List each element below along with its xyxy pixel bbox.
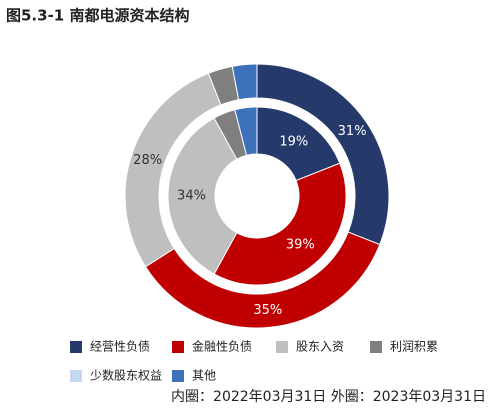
legend-label: 经营性负债 xyxy=(90,340,150,354)
slice xyxy=(234,106,258,156)
data-label: 34% xyxy=(177,189,206,204)
legend-swatch xyxy=(370,341,382,353)
slice xyxy=(167,117,238,275)
chart-title: 图5.3-1 南都电源资本结构 xyxy=(6,7,189,25)
data-label: 31% xyxy=(338,124,367,139)
legend-swatch xyxy=(70,370,82,382)
legend-swatch xyxy=(70,341,82,353)
legend-swatch xyxy=(172,370,184,382)
data-label: 19% xyxy=(279,134,308,149)
data-label: 28% xyxy=(133,153,162,168)
legend-label: 少数股东权益 xyxy=(90,368,162,383)
slice xyxy=(213,162,347,286)
slice xyxy=(231,63,258,101)
data-label: 35% xyxy=(253,303,282,318)
note: 内圈：2022年03月31日 外圈：2023年03月31日 xyxy=(171,389,486,405)
legend-label: 金融性负债 xyxy=(192,339,252,354)
legend-label: 其他 xyxy=(192,369,216,383)
data-label: 39% xyxy=(286,238,315,253)
legend-label: 利润积累 xyxy=(390,340,438,354)
legend-swatch xyxy=(172,341,184,353)
legend-label: 股东入资 xyxy=(296,340,344,354)
legend-swatch xyxy=(276,341,288,353)
